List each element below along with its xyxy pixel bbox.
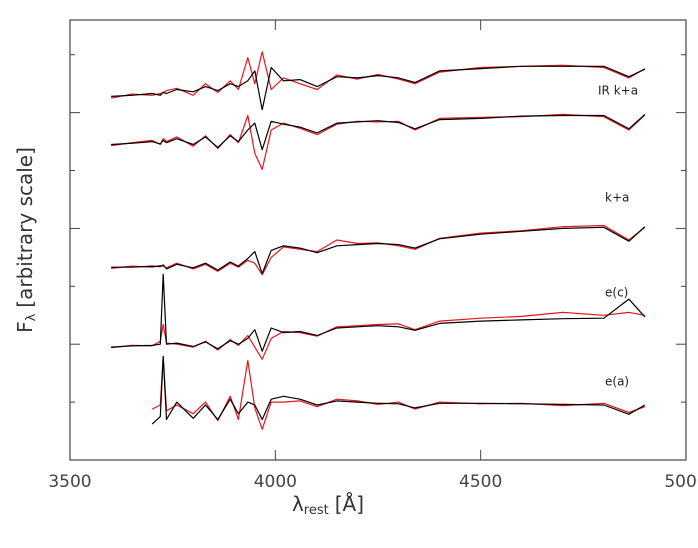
x-axis-label: λrest [Å] — [292, 492, 364, 518]
x-label-unit: [Å] — [335, 492, 364, 516]
spectrum-line — [151, 355, 646, 425]
spectrum-line — [111, 273, 646, 352]
spectrum-label: e(a) — [605, 375, 629, 389]
x-tick-label: 5000 — [664, 472, 698, 492]
y-label-rest: [arbitrary scale] — [13, 147, 37, 308]
x-tick-label: 4500 — [459, 472, 502, 492]
spectrum-line — [111, 224, 646, 276]
x-label-sub: rest — [304, 503, 329, 518]
spectrum-line — [111, 226, 646, 275]
spectrum-label: k+a — [605, 191, 629, 205]
spectrum-line — [151, 355, 646, 430]
plot-frame — [69, 19, 687, 461]
x-tick-label: 4000 — [254, 472, 297, 492]
spectrum-line — [110, 51, 646, 99]
spectrum-line — [111, 311, 646, 360]
spectrum-label: e(c) — [605, 286, 628, 300]
y-label-sub: λ — [24, 313, 39, 321]
y-label-main: F — [13, 321, 37, 333]
spectrum-line — [111, 113, 646, 170]
x-tick-label: 3500 — [48, 472, 91, 492]
spectrum-line — [111, 113, 646, 151]
y-axis-label: Fλ [arbitrary scale] — [13, 147, 39, 333]
spectrum-line — [111, 65, 646, 111]
x-label-main: λ — [292, 492, 304, 516]
spectrum-label: IR k+a — [598, 84, 638, 98]
